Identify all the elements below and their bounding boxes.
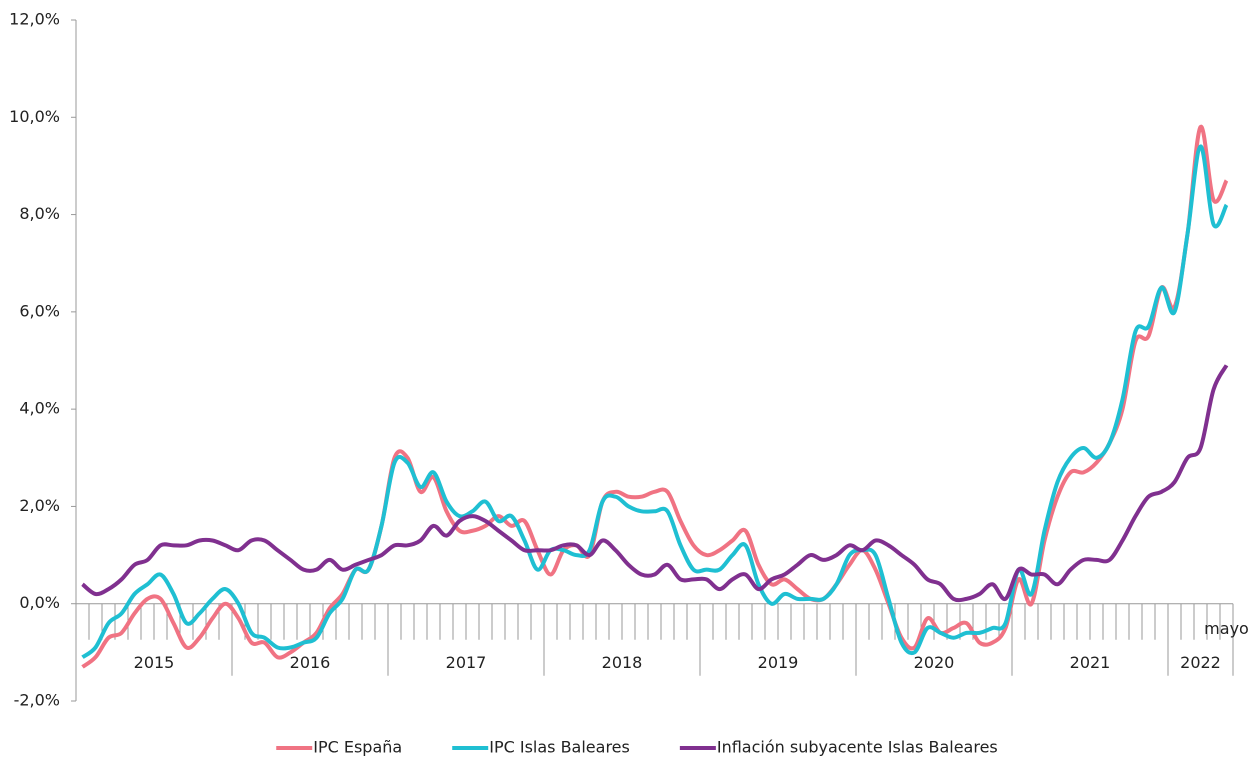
- y-tick-label: 4,0%: [19, 399, 60, 418]
- y-tick-label: 12,0%: [9, 10, 60, 29]
- legend-label: IPC Islas Baleares: [489, 738, 630, 757]
- group-label: 2022: [1180, 653, 1221, 672]
- group-label: 2016: [290, 653, 331, 672]
- group-label: 2015: [134, 653, 175, 672]
- legend-label: IPC España: [313, 738, 402, 757]
- legend-label: Inflación subyacente Islas Baleares: [717, 738, 998, 757]
- x-tick-label: mayo: [1204, 619, 1249, 638]
- group-label: 2021: [1070, 653, 1111, 672]
- y-tick-label: 8,0%: [19, 204, 60, 223]
- y-tick-label: 0,0%: [19, 593, 60, 612]
- group-label: 2017: [446, 653, 487, 672]
- y-tick-label: 2,0%: [19, 496, 60, 515]
- series-line: [81, 144, 1229, 659]
- y-tick-label: 10,0%: [9, 107, 60, 126]
- group-label: 2018: [602, 653, 643, 672]
- group-label: 2019: [758, 653, 799, 672]
- series-line: [81, 124, 1229, 669]
- y-tick-label: -2,0%: [14, 691, 60, 710]
- y-tick-label: 6,0%: [19, 301, 60, 320]
- group-label: 2020: [914, 653, 955, 672]
- series-line: [81, 364, 1229, 603]
